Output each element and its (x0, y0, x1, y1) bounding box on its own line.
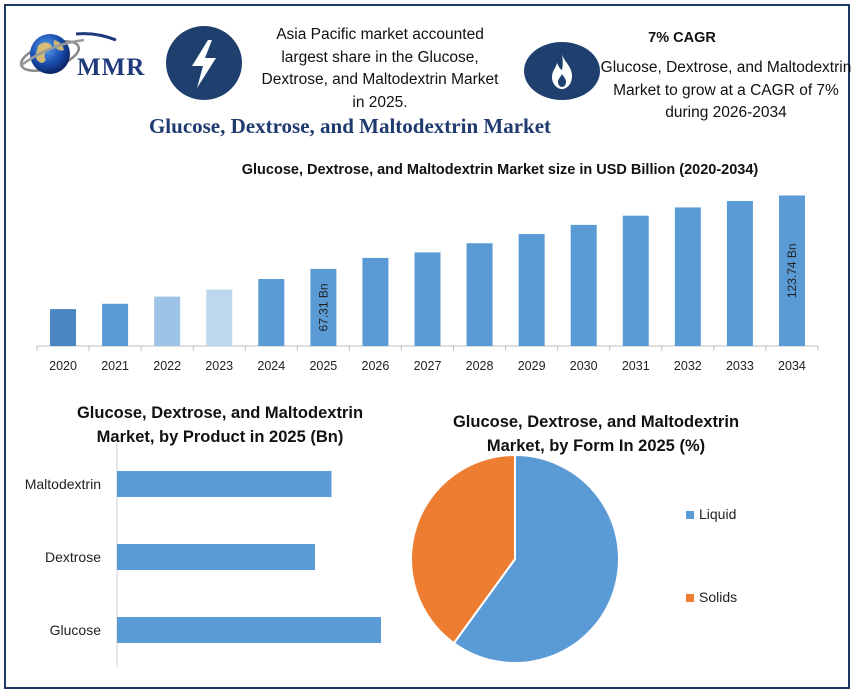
x-tick-label: 2030 (570, 359, 598, 373)
product-chart-title: Glucose, Dextrose, and Maltodextrin Mark… (76, 404, 364, 446)
data-label-2034: 123.74 Bn (785, 243, 799, 298)
mmr-logo (14, 24, 162, 88)
x-tick-label: 2022 (153, 359, 181, 373)
hbar-dextrose (117, 544, 315, 570)
flame-badge (524, 42, 600, 100)
x-tick-label: 2026 (362, 359, 390, 373)
bar-2031 (622, 215, 649, 346)
category-label: Maltodextrin (25, 476, 101, 492)
bar-2020 (50, 309, 77, 346)
x-tick-label: 2029 (518, 359, 546, 373)
bar-2033 (726, 201, 753, 346)
bar-2021 (102, 303, 129, 346)
bar-2025 (310, 268, 337, 346)
x-tick-label: 2031 (622, 359, 650, 373)
bar-2030 (570, 224, 597, 346)
legend-label-solids: Solids (699, 589, 737, 605)
x-tick-label: 2032 (674, 359, 702, 373)
category-label: Dextrose (45, 549, 101, 565)
x-tick-label: 2020 (49, 359, 77, 373)
x-tick-label: 2025 (309, 359, 337, 373)
bar-2024 (258, 279, 285, 346)
hbar-maltodextrin (117, 471, 332, 497)
bar-2029 (518, 234, 545, 346)
product-horizontal-bar-chart: Maltodextrin Dextrose Glucose (25, 442, 381, 667)
legend-swatch-liquid (686, 511, 694, 519)
logo-text: MMR (77, 54, 146, 81)
bar-2027 (414, 252, 441, 346)
main-title: Glucose, Dextrose, and Maltodextrin Mark… (148, 114, 552, 138)
form-pie-chart: Liquid Solids (410, 453, 737, 664)
bar-2034 (778, 195, 805, 346)
lightning-badge (166, 26, 242, 100)
hbar-glucose (117, 617, 381, 643)
bar-2032 (674, 207, 701, 346)
x-tick-label: 2021 (101, 359, 129, 373)
bar-2023 (206, 289, 233, 346)
form-chart-title: Glucose, Dextrose, and Maltodextrin Mark… (452, 413, 740, 455)
bar-2022 (154, 296, 181, 346)
cagr-description: Glucose, Dextrose, and Maltodextrin Mark… (600, 59, 852, 121)
bar-2026 (362, 257, 389, 346)
x-tick-label: 2033 (726, 359, 754, 373)
region-headline: Asia Pacific market accounted largest sh… (261, 26, 499, 111)
x-tick-label: 2024 (257, 359, 285, 373)
pie-slice-solids (410, 453, 516, 645)
market-size-chart-title: Glucose, Dextrose, and Maltodextrin Mark… (241, 162, 759, 178)
legend-label-liquid: Liquid (699, 506, 736, 522)
x-tick-label: 2034 (778, 359, 806, 373)
data-label-2025: 67.31 Bn (316, 283, 330, 331)
bar-2028 (466, 243, 493, 346)
infographic-frame (4, 4, 850, 689)
market-size-bar-chart: 2020 2021 2022 2023 2024 2025 67.31 Bn 2026 2027… (36, 195, 819, 373)
legend-swatch-solids (686, 594, 694, 602)
globe-icon (19, 32, 117, 74)
pie-slice-liquid (452, 453, 620, 664)
lightning-bolt-icon (192, 40, 216, 88)
cagr-title: 7% CAGR (648, 30, 716, 46)
x-tick-label: 2028 (466, 359, 494, 373)
x-tick-label: 2027 (414, 359, 442, 373)
category-label: Glucose (50, 622, 102, 638)
x-tick-label: 2023 (205, 359, 233, 373)
flame-icon (552, 54, 572, 89)
